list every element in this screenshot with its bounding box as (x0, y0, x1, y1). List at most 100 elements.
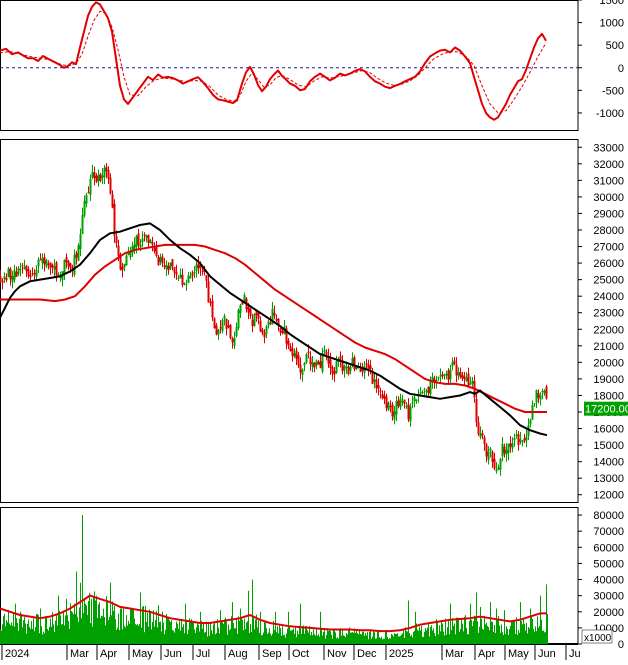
candle-down (359, 368, 362, 372)
volume-bar (52, 612, 53, 644)
volume-bar (505, 633, 506, 644)
volume-bar (216, 633, 217, 644)
volume-bar (169, 620, 170, 644)
candle-down (493, 458, 496, 469)
volume-bar (149, 609, 150, 644)
candle-down (191, 272, 194, 276)
volume-bar (439, 625, 440, 644)
volume-bar (375, 638, 376, 644)
volume-bar (305, 626, 306, 644)
candle-down (75, 252, 78, 258)
candle-up (351, 357, 354, 365)
volume-bar (53, 624, 54, 644)
volume-bar (20, 611, 21, 644)
volume-axis-tick-label: 30000 (593, 591, 624, 603)
volume-bar (507, 628, 508, 644)
volume-bar (478, 632, 479, 644)
volume-bar (410, 636, 411, 644)
candle-up (83, 200, 86, 216)
volume-bar (3, 616, 4, 644)
price-axis-tick-label: 16000 (593, 424, 624, 436)
candle-up (101, 175, 104, 178)
volume-bar (519, 632, 520, 644)
candle-down (99, 174, 102, 181)
candle-up (445, 373, 448, 376)
volume-bar (387, 636, 388, 644)
price-axis-tick-label: 19000 (593, 374, 624, 386)
volume-bar (192, 622, 193, 644)
candle-up (497, 467, 500, 470)
volume-bar (503, 634, 504, 644)
volume-bar (424, 631, 425, 644)
volume-bar (88, 600, 89, 644)
volume-bar (227, 634, 228, 644)
price-axis-tick-label: 24000 (593, 291, 624, 303)
volume-bar (440, 631, 441, 644)
volume-bar (219, 633, 220, 644)
candle-down (203, 269, 206, 273)
candle-down (381, 393, 384, 398)
volume-bar (153, 610, 154, 644)
candle-down (313, 362, 316, 368)
volume-bar (143, 605, 144, 644)
volume-bar (463, 631, 464, 644)
volume-bar (215, 634, 216, 644)
candle-down (201, 270, 204, 272)
volume-bar (396, 634, 397, 644)
volume-bar (38, 615, 39, 644)
volume-bar (427, 627, 428, 644)
volume-bar (247, 621, 248, 644)
candle-down (295, 350, 298, 360)
volume-bar (243, 630, 244, 644)
volume-bar (186, 619, 187, 644)
volume-bar (214, 621, 215, 644)
volume-bar (403, 630, 404, 644)
volume-bar (422, 636, 423, 644)
candle-down (481, 433, 484, 436)
candle-down (287, 340, 290, 346)
candle-down (391, 404, 394, 417)
volume-bar (442, 623, 443, 644)
volume-bar (456, 617, 457, 644)
volume-bar (362, 631, 363, 644)
volume-bar (195, 632, 196, 644)
candle-up (97, 174, 100, 182)
volume-bar (353, 632, 354, 644)
volume-bar (413, 631, 414, 644)
volume-bar (379, 637, 380, 644)
volume-bar (450, 603, 451, 644)
volume-bar (27, 623, 28, 644)
candle-up (539, 395, 542, 400)
volume-bar (306, 626, 307, 644)
candle-up (221, 319, 224, 332)
candle-up (237, 309, 240, 329)
candle-up (253, 314, 256, 326)
candle-up (293, 353, 296, 357)
volume-bar (102, 616, 103, 644)
candle-down (307, 351, 310, 354)
volume-bar (348, 630, 349, 644)
volume-unit-label: x1000 (584, 633, 612, 644)
volume-bar (156, 610, 157, 644)
volume-bar (113, 610, 114, 644)
candle-down (167, 265, 170, 271)
volume-bar (42, 634, 43, 644)
price-axis-tick-label: 12000 (593, 490, 624, 502)
volume-bar (13, 613, 14, 644)
volume-bar (288, 611, 289, 644)
volume-bar (190, 621, 191, 644)
volume-bar (326, 635, 327, 644)
volume-bar (133, 608, 134, 644)
candle-down (151, 242, 154, 245)
candle-down (299, 364, 302, 373)
volume-bar (531, 616, 532, 644)
volume-bar (411, 634, 412, 644)
volume-bar (473, 621, 474, 644)
volume-bar (471, 619, 472, 644)
volume-bar (35, 626, 36, 644)
volume-bar (333, 629, 334, 644)
volume-bar (25, 623, 26, 644)
volume-bar (349, 627, 350, 644)
candle-up (133, 244, 136, 251)
volume-bar (406, 630, 407, 644)
